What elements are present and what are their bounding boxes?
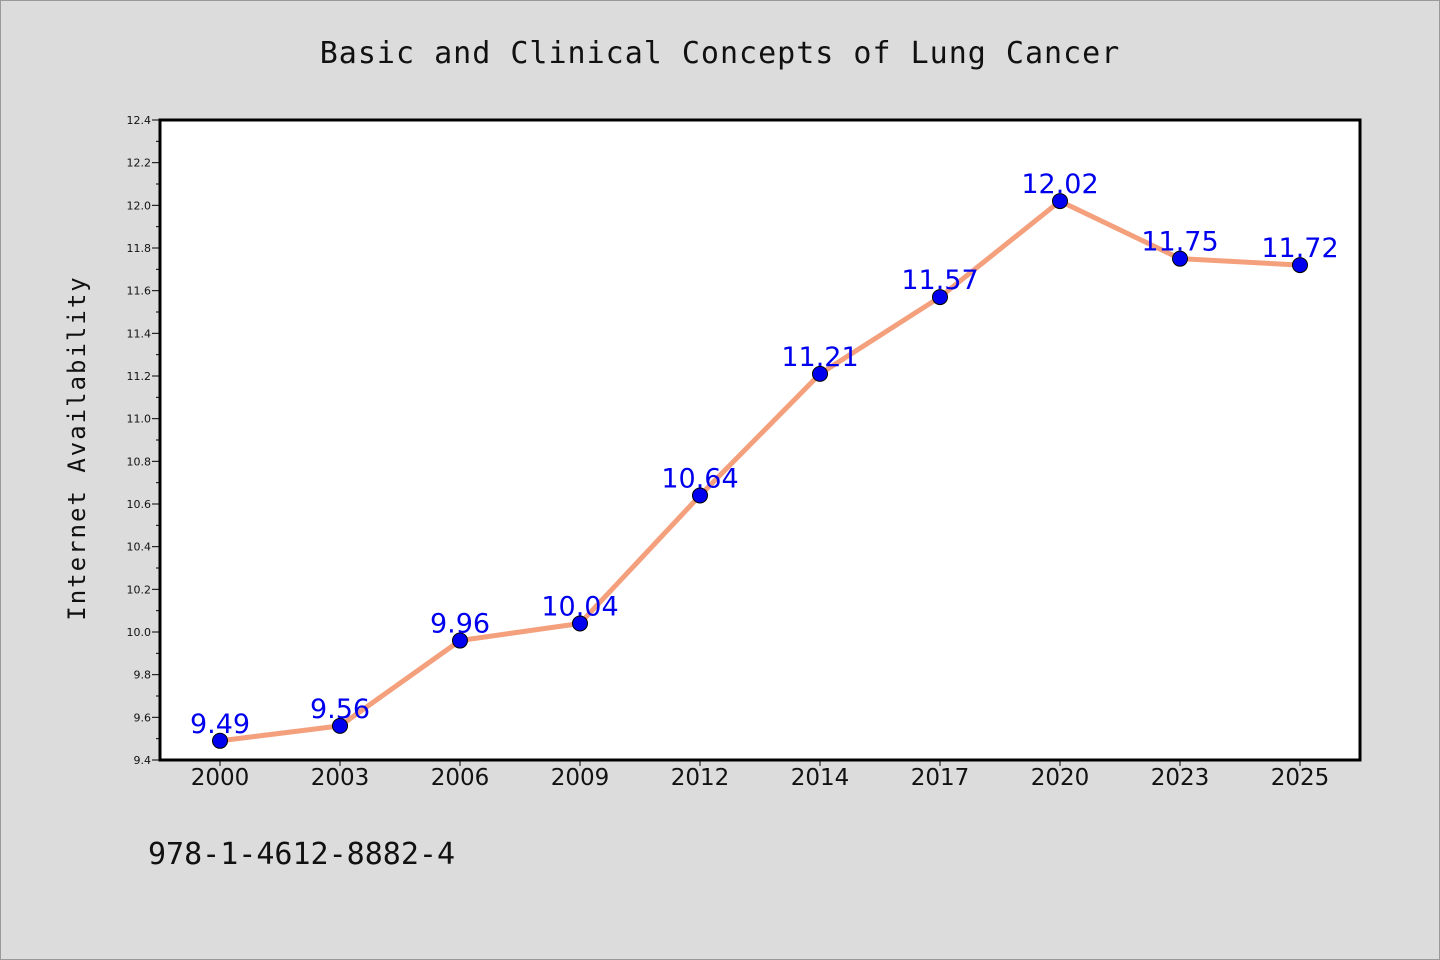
data-point [692, 487, 708, 504]
data-label: 11.57 [901, 265, 978, 296]
y-axis-label: Internet Availability [63, 275, 91, 620]
data-point [452, 632, 468, 649]
plot-frame [158, 118, 1362, 762]
series-layer: 9.49 9.56 9.96 10.04 10.64 11.21 11.57 12.02 11.… [190, 169, 1339, 749]
x-tick-label: 2023 [1151, 765, 1210, 791]
plot-area [160, 120, 1360, 760]
y-tick-label: 10.0 [127, 626, 152, 639]
y-tick-label: 11.8 [127, 242, 152, 255]
y-tick-label: 11.4 [127, 327, 152, 340]
data-point [1292, 257, 1308, 274]
x-tick-label: 2006 [431, 765, 490, 791]
y-tick-label: 10.4 [127, 541, 152, 554]
y-tick-label: 10.6 [127, 498, 152, 511]
chart-title: Basic and Clinical Concepts of Lung Canc… [320, 36, 1121, 71]
y-tick-label: 12.2 [127, 157, 152, 170]
y-axis: 9.4 9.6 9.8 10.0 10.2 10.4 10.6 10.8 11.0 11.2 11.… [127, 114, 160, 767]
data-point [1172, 250, 1188, 267]
isbn-footer: 978-1-4612-8882-4 [148, 837, 455, 872]
x-tick-label: 2020 [1031, 765, 1090, 791]
data-point [572, 615, 588, 632]
y-tick-label: 11.0 [127, 413, 152, 426]
data-label: 11.21 [781, 342, 858, 373]
x-tick-label: 2009 [551, 765, 610, 791]
data-label: 10.64 [661, 463, 738, 494]
data-point [1052, 193, 1068, 210]
data-point [812, 365, 828, 382]
data-label: 11.75 [1141, 227, 1218, 258]
x-tick-label: 2014 [791, 765, 850, 791]
y-tick-label: 12.4 [127, 114, 152, 127]
y-tick-label: 11.2 [127, 370, 152, 383]
series-line [217, 198, 1303, 744]
data-label: 9.49 [190, 709, 250, 740]
x-tick-label: 2003 [311, 765, 370, 791]
y-tick-label: 9.8 [134, 669, 152, 682]
x-tick-label: 2025 [1271, 765, 1330, 791]
y-tick-label: 9.4 [134, 754, 152, 767]
x-tick-label: 2017 [911, 765, 970, 791]
data-point [212, 732, 228, 749]
data-point [932, 289, 948, 306]
y-tick-label: 12.0 [127, 199, 152, 212]
y-tick-label: 9.6 [134, 711, 152, 724]
data-point [332, 717, 348, 734]
y-tick-label: 11.6 [127, 285, 152, 298]
x-axis: 2000 2003 2006 2009 2012 2014 2017 2020 2023 2025 [191, 760, 1330, 791]
y-tick-label: 10.8 [127, 455, 152, 468]
x-tick-label: 2012 [671, 765, 730, 791]
y-tick-label: 10.2 [127, 583, 152, 596]
data-label: 10.04 [541, 591, 618, 622]
x-tick-label: 2000 [191, 765, 250, 791]
data-label: 9.96 [430, 609, 490, 640]
data-label: 12.02 [1021, 169, 1098, 200]
data-label: 9.56 [310, 694, 370, 725]
data-label: 11.72 [1261, 233, 1338, 264]
